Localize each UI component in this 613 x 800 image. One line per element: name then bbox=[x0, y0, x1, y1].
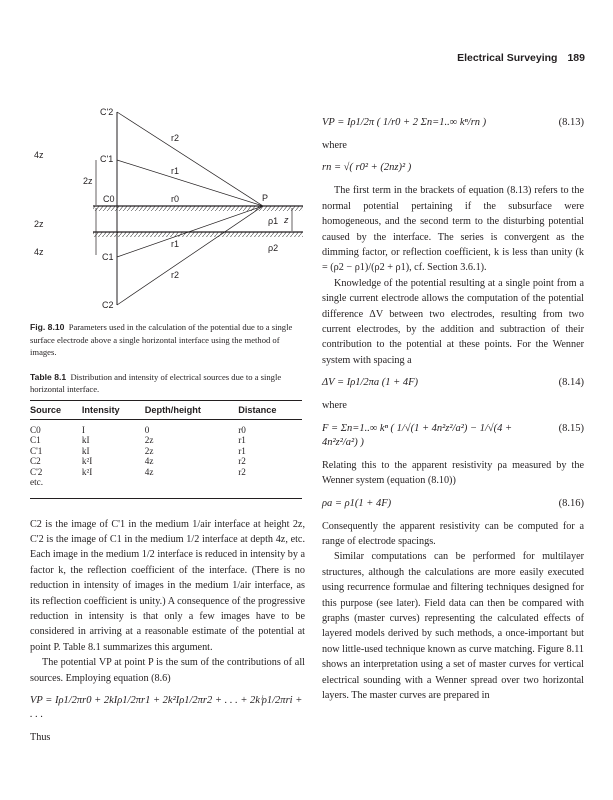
table-header-row: Source Intensity Depth/height Distance bbox=[30, 399, 302, 420]
running-title: Electrical Surveying bbox=[457, 52, 558, 64]
table-row: C'2 k²I 4z r2 bbox=[30, 466, 246, 477]
label-c1: C1 bbox=[102, 252, 114, 262]
col-intensity: Intensity bbox=[81, 399, 145, 420]
right-paragraph-2: Knowledge of the potential resulting at … bbox=[322, 277, 584, 366]
equation-8-14: ΔV = Iρ1/2πa (1 + 4F) (8.14) bbox=[322, 376, 584, 390]
label-c1-prime: C'1 bbox=[100, 154, 113, 164]
left-column: C'2 C'1 C0 C1 C2 r2 r1 r0 r1 r2 P ρ1 ρ2 … bbox=[30, 95, 305, 745]
label-2z-upper: 2z bbox=[83, 176, 93, 186]
thus-text: Thus bbox=[30, 731, 51, 743]
running-header: Electrical Surveying 189 bbox=[447, 52, 585, 64]
table-row: C'1 kI 2z r1 bbox=[30, 445, 246, 456]
right-paragraph-5: Similar computations can be performed fo… bbox=[322, 551, 584, 701]
equation-number: (8.14) bbox=[558, 377, 584, 389]
table-row: C2 k²I 4z r2 bbox=[30, 456, 246, 466]
label-4z-lower: 4z bbox=[34, 247, 44, 257]
label-rho2: ρ2 bbox=[268, 243, 278, 253]
label-4z-upper: 4z bbox=[34, 150, 44, 160]
figure-label: Fig. 8.10 bbox=[30, 322, 65, 332]
label-p: P bbox=[262, 193, 268, 203]
label-rho1: ρ1 bbox=[268, 216, 278, 226]
where-text: where bbox=[322, 140, 347, 151]
dimension-arrows bbox=[95, 160, 293, 255]
figure-caption: Fig. 8.10 Parameters used in the calcula… bbox=[30, 321, 305, 359]
equation-8-13: VP = Iρ1/2π ( 1/r0 + 2 Σn=1..∞ kⁿ/rn ) (8… bbox=[322, 116, 584, 130]
label-r0: r0 bbox=[171, 194, 179, 204]
where-text-2: where bbox=[322, 400, 347, 412]
table-row: etc. bbox=[30, 477, 302, 499]
table-caption-text: Distribution and intensity of electrical… bbox=[30, 371, 282, 395]
table-label: Table 8.1 bbox=[30, 371, 67, 382]
col-depth: Depth/height bbox=[144, 399, 239, 420]
equation-8-15-body: F = Σn=1..∞ kⁿ ( 1/√(1 + 4n²z²/a²) − 1/√… bbox=[322, 422, 513, 448]
figure-caption-text: Parameters used in the calculation of th… bbox=[30, 322, 293, 357]
equation-number: (8.15) bbox=[558, 422, 584, 434]
label-r1-lower: r1 bbox=[171, 239, 179, 249]
right-paragraph-4: Consequently the apparent resistivity ca… bbox=[322, 520, 584, 547]
label-r2-upper: r2 bbox=[171, 133, 179, 143]
label-c2: C2 bbox=[102, 300, 114, 310]
left-paragraph-1: C2 is the image of C'1 in the medium 1/a… bbox=[30, 518, 305, 653]
table-row: C0 I 0 r0 bbox=[30, 424, 246, 435]
right-paragraph-1: The first term in the brackets of equati… bbox=[322, 185, 584, 274]
col-source: Source bbox=[30, 399, 82, 420]
label-2z-lower: 2z bbox=[34, 219, 44, 229]
table-caption: Table 8.1 Distribution and intensity of … bbox=[30, 371, 305, 396]
label-c0: C0 bbox=[103, 194, 115, 204]
table-row: C1 kI 2z r1 bbox=[30, 435, 246, 445]
equation-8-15: F = Σn=1..∞ kⁿ ( 1/√(1 + 4n²z²/a²) − 1/√… bbox=[322, 422, 584, 450]
surface-hatching bbox=[93, 206, 303, 211]
equation-8-16-body: ρa = ρ1(1 + 4F) bbox=[322, 497, 392, 509]
right-paragraph-3: Relating this to the apparent resistivit… bbox=[322, 459, 584, 487]
ray-lines bbox=[116, 111, 264, 306]
page-number: 189 bbox=[567, 52, 585, 64]
figure-8-10-diagram: C'2 C'1 C0 C1 C2 r2 r1 r0 r1 r2 P ρ1 ρ2 … bbox=[34, 107, 303, 310]
equation-number: (8.13) bbox=[558, 117, 584, 128]
interface-hatching bbox=[93, 232, 303, 237]
equation-vp-sum: VP = Iρ1/2πr0 + 2kIρ1/2πr1 + 2k²Iρ1/2πr2… bbox=[30, 694, 303, 720]
label-r1-upper: r1 bbox=[171, 166, 179, 176]
equation-8-14-body: ΔV = Iρ1/2πa (1 + 4F) bbox=[322, 377, 419, 389]
label-z: z bbox=[283, 215, 289, 225]
right-column: VP = Iρ1/2π ( 1/r0 + 2 Σn=1..∞ kⁿ/rn ) (8… bbox=[322, 108, 584, 703]
equation-vp-sum-row: VP = Iρ1/2πr0 + 2kIρ1/2πr1 + 2k²Iρ1/2πr2… bbox=[30, 694, 305, 722]
equation-rn-row: rn = √( r0² + (2nz)² ) bbox=[322, 161, 584, 175]
equation-8-13-body: VP = Iρ1/2π ( 1/r0 + 2 Σn=1..∞ kⁿ/rn ) bbox=[322, 117, 487, 128]
equation-8-16: ρa = ρ1(1 + 4F) (8.16) bbox=[322, 497, 584, 511]
col-distance: Distance bbox=[238, 399, 302, 420]
equation-number: (8.16) bbox=[558, 497, 584, 509]
left-paragraph-2: The potential VP at point P is the sum o… bbox=[30, 657, 305, 684]
equation-rn: rn = √( r0² + (2nz)² ) bbox=[322, 162, 412, 174]
label-c2-prime: C'2 bbox=[100, 107, 113, 117]
table-8-1: Source Intensity Depth/height Distance C0 I 0… bbox=[30, 399, 305, 499]
label-r2-lower: r2 bbox=[171, 270, 179, 280]
